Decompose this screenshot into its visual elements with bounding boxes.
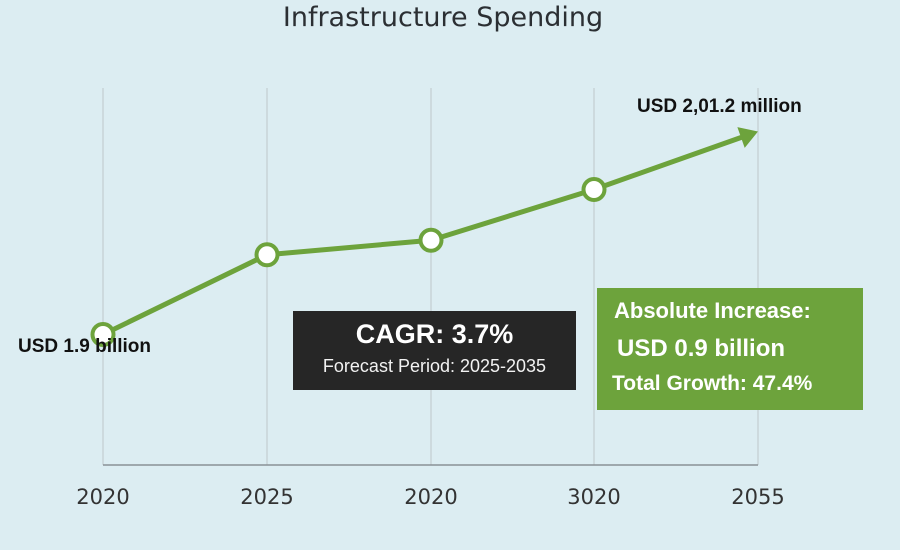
series-segment-3 [591,135,744,192]
chart-title: Infrastructure Spending [282,2,604,33]
growth-callout: Absolute Increase: USD 0.9 billion Total… [597,288,863,410]
cagr-callout: CAGR: 3.7% Forecast Period: 2025-2035 [293,311,576,390]
data-point [90,322,116,347]
x-tick-label: 2055 [731,485,784,509]
series-segment-0 [100,252,270,337]
start-value-label: USD 1.9 billion [18,336,152,357]
forecast-period: Forecast Period: 2025-2035 [322,356,547,376]
x-tick-label: 2020 [404,485,457,509]
absolute-increase-value: USD 0.9 billion [617,335,786,362]
x-tick-label: 3020 [567,485,620,509]
total-growth: Total Growth: 47.4% [612,372,813,395]
data-point [254,242,280,268]
x-tick-label: 2025 [240,485,293,509]
data-point [418,227,444,253]
data-point [581,177,607,202]
trend-arrowhead [737,127,758,148]
series-segment-1 [264,237,434,258]
x-tick-label: 2020 [76,485,129,509]
end-value-label: USD 2,01.2 million [637,96,802,117]
series-segment-2 [428,187,597,243]
cagr-value: CAGR: 3.7% [355,319,514,349]
absolute-increase-label: Absolute Increase: [614,298,811,323]
